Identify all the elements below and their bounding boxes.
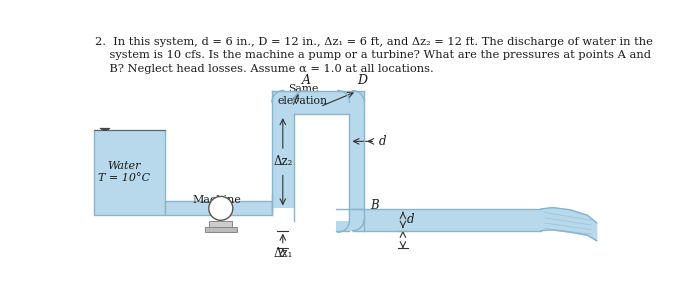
FancyBboxPatch shape xyxy=(272,91,294,208)
Polygon shape xyxy=(541,208,596,241)
Text: d: d xyxy=(407,213,414,227)
FancyBboxPatch shape xyxy=(294,114,349,221)
FancyBboxPatch shape xyxy=(272,91,364,114)
FancyBboxPatch shape xyxy=(209,221,232,227)
Text: B: B xyxy=(370,199,379,212)
Text: Same
elevation: Same elevation xyxy=(278,84,328,106)
FancyBboxPatch shape xyxy=(94,130,165,214)
Text: 2.  In this system, d = 6 in., D = 12 in., Δz₁ = 6 ft, and Δz₂ = 12 ft. The disc: 2. In this system, d = 6 in., D = 12 in.… xyxy=(95,37,653,74)
Text: Δz₂: Δz₂ xyxy=(273,155,293,168)
FancyBboxPatch shape xyxy=(353,209,541,231)
FancyBboxPatch shape xyxy=(204,227,237,232)
Circle shape xyxy=(209,196,233,220)
FancyBboxPatch shape xyxy=(165,201,272,215)
Text: d: d xyxy=(379,135,386,148)
FancyBboxPatch shape xyxy=(335,208,364,231)
Text: A: A xyxy=(302,74,312,88)
Text: D: D xyxy=(358,74,368,88)
FancyBboxPatch shape xyxy=(349,91,364,231)
Text: Machine: Machine xyxy=(193,195,242,205)
Text: Δz₁: Δz₁ xyxy=(273,247,293,260)
Text: Water
T = 10°C: Water T = 10°C xyxy=(97,161,150,183)
